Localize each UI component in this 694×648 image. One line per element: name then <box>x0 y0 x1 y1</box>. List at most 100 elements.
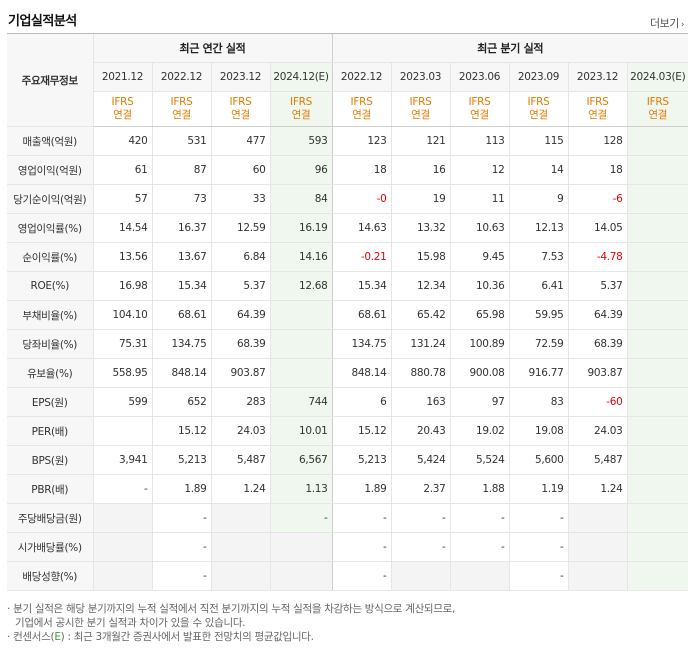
financial-summary-table: 주요재무정보 최근 연간 실적 최근 분기 실적 2021.12 2022.12 2… <box>7 33 688 591</box>
row-label[interactable]: PBR(배) <box>7 474 93 504</box>
row-label[interactable]: 영업이익(억원) <box>7 155 93 185</box>
table-cell: 64.39 <box>567 300 627 330</box>
ifrs-label: IFRS <box>350 96 373 108</box>
row-label-text: 당기순이익(억원) <box>13 193 87 206</box>
quarter-group-header: 최근 분기 실적 <box>331 33 688 63</box>
row-label[interactable]: 당좌비율(%) <box>7 329 93 359</box>
table-cell: - <box>269 503 332 533</box>
table-row: 부채비율(%) 104.10 68.61 64.39 68.61 65.42 65.98 59… <box>7 300 688 330</box>
table-row: BPS(원) 3,941 5,213 5,487 6,567 5,213 5,424 5,52… <box>7 445 688 475</box>
row-label[interactable]: 당기순이익(억원) <box>7 184 93 214</box>
table-cell: 848.14 <box>331 358 391 388</box>
row-label[interactable]: 시가배당률(%) <box>7 532 93 562</box>
table-cell: 100.89 <box>449 329 509 359</box>
row-label[interactable]: EPS(원) <box>7 387 93 417</box>
table-row: PER(배) 15.12 24.03 10.01 15.12 20.43 19.02 19.0… <box>7 416 688 446</box>
table-cell: - <box>92 474 152 504</box>
table-cell: 5.37 <box>567 271 627 301</box>
ifrs-label: IFRS <box>290 96 312 108</box>
table-cell: 33 <box>210 184 270 214</box>
ifrs-header[interactable]: IFRS 연결 <box>449 91 509 127</box>
ifrs-header[interactable]: IFRS 연결 <box>390 91 450 127</box>
ifrs-header[interactable]: IFRS 연결 <box>151 91 211 127</box>
table-cell: 916.77 <box>508 358 568 388</box>
row-label[interactable]: 순이익률(%) <box>7 242 93 272</box>
table-cell: 900.08 <box>449 358 509 388</box>
table-cell <box>626 213 688 243</box>
table-cell: 19.08 <box>508 416 568 446</box>
row-label-text: PBR(배) <box>31 483 69 496</box>
row-label-header: 주요재무정보 <box>7 33 93 127</box>
table-cell: 68.39 <box>210 329 270 359</box>
table-cell: 9.45 <box>449 242 509 272</box>
ifrs-header[interactable]: IFRS 연결 <box>626 91 688 127</box>
row-label[interactable]: 영업이익률(%) <box>7 213 93 243</box>
table-cell: 65.98 <box>449 300 509 330</box>
table-cell: 5,487 <box>210 445 270 475</box>
table-cell: 61 <box>92 155 152 185</box>
row-label[interactable]: 주당배당금(원) <box>7 503 93 533</box>
table-cell <box>626 532 688 562</box>
table-cell: 14.05 <box>567 213 627 243</box>
table-cell <box>390 561 450 591</box>
table-cell: 903.87 <box>210 358 270 388</box>
table-cell: 15.34 <box>151 271 211 301</box>
row-label-text: 주당배당금(원) <box>17 512 82 525</box>
table-cell: 5.37 <box>210 271 270 301</box>
table-cell: 16.98 <box>92 271 152 301</box>
row-label[interactable]: 유보율(%) <box>7 358 93 388</box>
row-label[interactable]: 배당성향(%) <box>7 561 93 591</box>
ifrs-label: IFRS <box>409 96 432 108</box>
table-cell: 5,524 <box>449 445 509 475</box>
table-cell: 599 <box>92 387 152 417</box>
table-cell: 1.19 <box>508 474 568 504</box>
ifrs-header[interactable]: IFRS 연결 <box>508 91 568 127</box>
table-cell: 131.24 <box>390 329 450 359</box>
table-cell: 18 <box>567 155 627 185</box>
table-cell: 5,487 <box>567 445 627 475</box>
footnotes: · 분기 실적은 해당 분기까지의 누적 실적에서 직전 분기까지의 누적 실적… <box>7 602 455 644</box>
table-cell: 420 <box>92 126 152 156</box>
ifrs-header[interactable]: IFRS 연결 <box>567 91 627 127</box>
period-header: 2022.12 <box>151 62 211 92</box>
table-row: 당기순이익(억원) 57 73 33 84 -0 19 11 9 -6 <box>7 184 688 214</box>
period-header: 2024.03(E) <box>626 62 688 92</box>
ifrs-label: IFRS <box>111 96 134 108</box>
table-row: 매출액(억원) 420 531 477 593 123 121 113 115 128 <box>7 126 688 156</box>
more-link[interactable]: 더보기 › <box>650 15 685 31</box>
table-cell: 848.14 <box>151 358 211 388</box>
period-header: 2023.09 <box>508 62 568 92</box>
table-cell: 12.13 <box>508 213 568 243</box>
row-label-text: BPS(원) <box>31 454 69 467</box>
consolidated-label: 연결 <box>231 109 250 121</box>
table-row: 영업이익률(%) 14.54 16.37 12.59 16.19 14.63 13.32 10… <box>7 213 688 243</box>
ifrs-header[interactable]: IFRS 연결 <box>92 91 152 127</box>
table-cell: 652 <box>151 387 211 417</box>
row-label[interactable]: BPS(원) <box>7 445 93 475</box>
ifrs-header[interactable]: IFRS 연결 <box>331 91 391 127</box>
table-cell: -0 <box>331 184 391 214</box>
row-label[interactable]: PER(배) <box>7 416 93 446</box>
table-cell: 15.34 <box>331 271 391 301</box>
ifrs-header[interactable]: IFRS 연결 <box>269 91 332 127</box>
table-cell: 5,213 <box>331 445 391 475</box>
row-label-text: 부채비율(%) <box>22 309 78 322</box>
table-cell: 16.19 <box>269 213 332 243</box>
table-cell: 13.56 <box>92 242 152 272</box>
table-row: 배당성향(%) - - - <box>7 561 688 591</box>
row-label[interactable]: ROE(%) <box>7 271 93 301</box>
row-label[interactable]: 매출액(억원) <box>7 126 93 156</box>
table-cell: 15.98 <box>390 242 450 272</box>
table-cell: 16 <box>390 155 450 185</box>
table-cell <box>567 503 627 533</box>
consolidated-label: 연결 <box>529 109 548 121</box>
header-row-groups: 주요재무정보 최근 연간 실적 최근 분기 실적 <box>7 33 688 127</box>
table-cell: 531 <box>151 126 211 156</box>
row-label[interactable]: 부채비율(%) <box>7 300 93 330</box>
table-cell: 24.03 <box>210 416 270 446</box>
table-cell: 12 <box>449 155 509 185</box>
table-cell <box>449 561 509 591</box>
ifrs-header[interactable]: IFRS 연결 <box>210 91 270 127</box>
annual-group-header: 최근 연간 실적 <box>92 33 332 63</box>
table-cell <box>626 445 688 475</box>
